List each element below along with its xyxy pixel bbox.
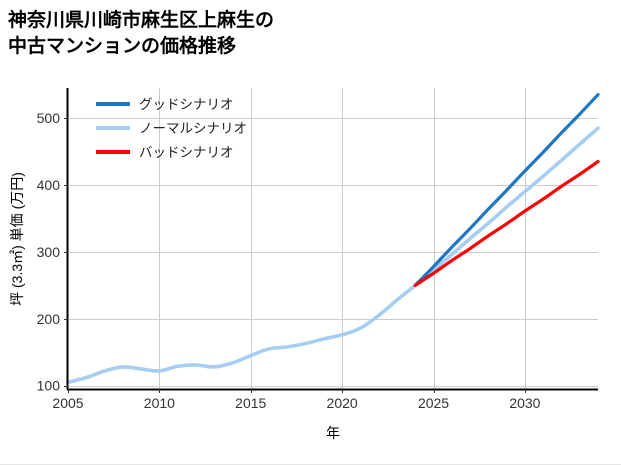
x-gridlines-group (159, 88, 526, 389)
series-line-グッドシナリオ (413, 93, 600, 287)
x-tick-labels-group: 2005 2010 2015 2020 2025 2030 (52, 389, 541, 411)
y-axis-title: 坪 (3.3㎡) 単価 (万円) (9, 172, 25, 306)
legend-label-ノーマルシナリオ: ノーマルシナリオ (139, 121, 247, 136)
y-tick-label: 300 (37, 244, 61, 260)
axis-spines-group (66, 88, 598, 391)
chart-title: 神奈川県川崎市麻生区上麻生の 中古マンションの価格推移 (8, 10, 275, 57)
legend-label-グッドシナリオ: グッドシナリオ (139, 97, 234, 112)
x-tick-label: 2025 (418, 395, 449, 411)
gridlines-group (68, 118, 598, 387)
y-tick-labels-group: 100 200 300 400 500 (37, 110, 68, 394)
series-line-ノーマルシナリオ (66, 126, 600, 385)
series-line-バッドシナリオ (413, 159, 600, 287)
x-tick-label: 2020 (327, 395, 358, 411)
series-group (66, 93, 600, 385)
x-axis-title: 年 (326, 425, 340, 441)
y-tick-label: 100 (37, 378, 61, 394)
x-tick-label: 2015 (235, 395, 266, 411)
y-tick-label: 400 (37, 177, 61, 193)
y-tick-label: 500 (37, 110, 61, 126)
x-tick-label: 2005 (52, 395, 83, 411)
y-tick-label: 200 (37, 311, 61, 327)
legend-label-バッドシナリオ: バッドシナリオ (139, 145, 234, 160)
x-tick-label: 2030 (509, 395, 540, 411)
x-tick-label: 2010 (144, 395, 175, 411)
